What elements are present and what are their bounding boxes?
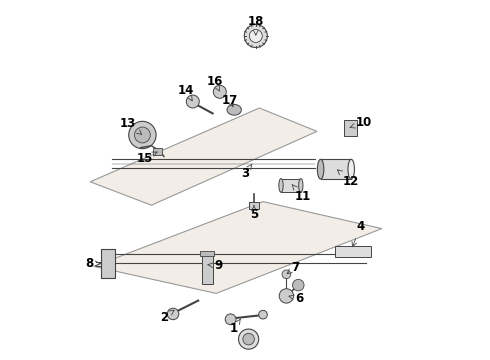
Text: 2: 2: [160, 310, 174, 324]
Circle shape: [279, 289, 294, 303]
Circle shape: [239, 329, 259, 349]
Circle shape: [167, 308, 179, 320]
Text: 1: 1: [230, 319, 241, 335]
Text: 15: 15: [137, 152, 157, 165]
Circle shape: [213, 85, 226, 98]
Circle shape: [293, 279, 304, 291]
Circle shape: [259, 310, 268, 319]
Text: 13: 13: [120, 117, 142, 134]
Ellipse shape: [279, 179, 283, 192]
Circle shape: [186, 95, 199, 108]
Bar: [320, 159, 351, 179]
Bar: [101, 249, 116, 278]
Circle shape: [245, 24, 268, 48]
Text: 16: 16: [206, 75, 222, 91]
Circle shape: [134, 127, 150, 143]
Bar: [153, 148, 162, 155]
Ellipse shape: [298, 179, 303, 192]
Circle shape: [129, 121, 156, 149]
Text: 14: 14: [177, 84, 194, 101]
Text: 12: 12: [338, 170, 359, 188]
Circle shape: [282, 270, 291, 279]
Bar: [202, 252, 213, 284]
Circle shape: [225, 314, 236, 325]
Ellipse shape: [348, 159, 354, 179]
Bar: [335, 246, 371, 257]
Text: 3: 3: [241, 164, 252, 180]
Text: 8: 8: [85, 257, 100, 270]
Text: 10: 10: [350, 116, 372, 129]
Text: 18: 18: [247, 15, 264, 35]
Bar: [200, 251, 215, 256]
Circle shape: [243, 333, 254, 345]
Text: 9: 9: [208, 259, 222, 272]
Bar: [281, 179, 301, 192]
Text: 7: 7: [287, 261, 299, 274]
Circle shape: [249, 30, 262, 42]
Text: 17: 17: [222, 94, 238, 107]
Ellipse shape: [318, 159, 324, 179]
Ellipse shape: [227, 104, 242, 115]
Text: 6: 6: [289, 292, 303, 305]
Bar: [344, 120, 357, 136]
Polygon shape: [90, 108, 317, 205]
Polygon shape: [94, 202, 382, 293]
Text: 5: 5: [250, 206, 258, 221]
Bar: [248, 202, 259, 209]
Text: 11: 11: [292, 185, 311, 203]
Text: 4: 4: [352, 220, 365, 247]
